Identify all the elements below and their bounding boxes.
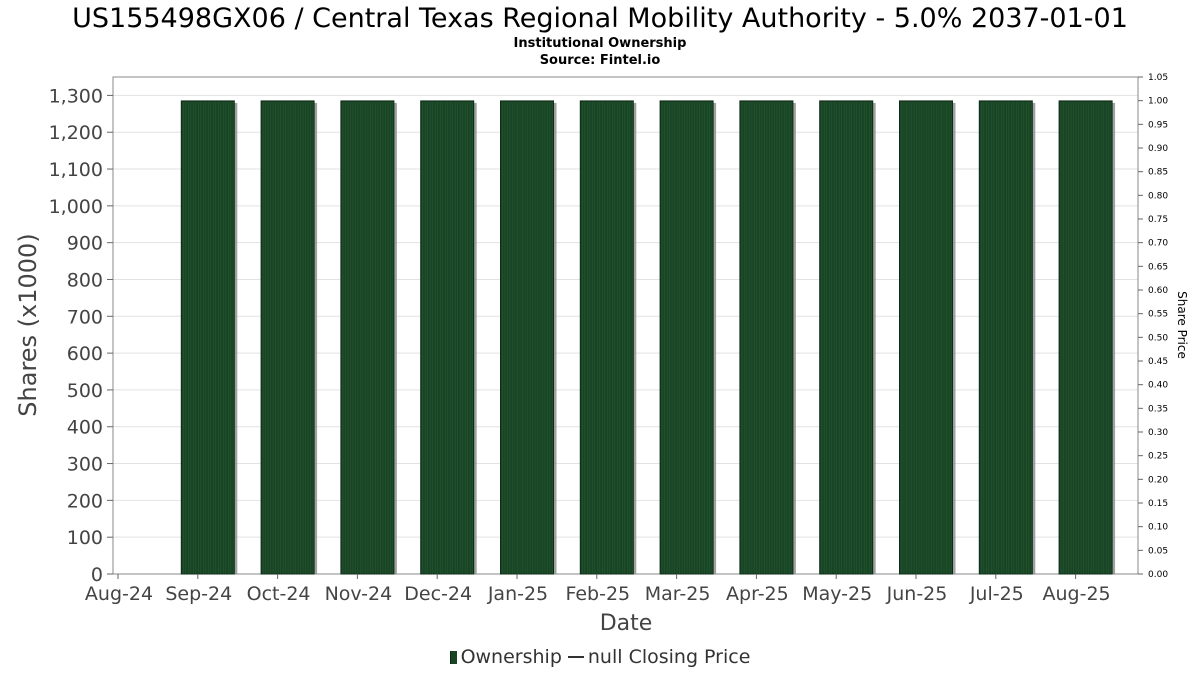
ownership-bar <box>420 100 475 575</box>
ownership-bar <box>340 100 395 575</box>
y2-tick-label: 0.45 <box>1148 357 1168 367</box>
y-tick-label: 300 <box>67 454 103 476</box>
y2-tick-label: 0.20 <box>1148 475 1168 485</box>
y2-tick-label: 0.80 <box>1148 191 1168 201</box>
y-tick-label: 800 <box>67 269 103 291</box>
y2-tick-label: 0.85 <box>1148 168 1168 178</box>
y-tick-label: 0 <box>91 564 103 586</box>
legend: Ownership null Closing Price <box>0 646 1200 668</box>
x-tick-label: Jun-25 <box>886 583 948 605</box>
y2-tick-label: 0.05 <box>1148 546 1168 556</box>
closing-price-legend-swatch <box>567 656 584 658</box>
y2-tick-label: 0.90 <box>1148 144 1168 154</box>
y-tick-label: 1,300 <box>49 85 103 107</box>
x-tick-label: Jan-25 <box>487 583 548 605</box>
y-tick-label: 500 <box>67 380 103 402</box>
y-tick-label: 200 <box>67 490 103 512</box>
y2-tick-label: 0.75 <box>1148 215 1168 225</box>
y-tick-label: 400 <box>67 417 103 439</box>
x-tick-label: Aug-25 <box>1043 583 1111 605</box>
ownership-bar <box>579 100 634 575</box>
y2-tick-label: 0.15 <box>1148 499 1168 509</box>
legend-ownership-label: Ownership <box>460 646 562 668</box>
ownership-bar <box>1058 100 1113 575</box>
y-tick-label: 1,100 <box>49 159 103 181</box>
y2-tick-label: 1.05 <box>1148 73 1168 83</box>
y-tick-label: 1,200 <box>49 122 103 144</box>
x-tick-label: Nov-24 <box>325 583 393 605</box>
x-tick-label: Feb-25 <box>565 583 630 605</box>
ownership-bar <box>500 100 554 575</box>
x-tick-label: Jul-25 <box>969 583 1024 605</box>
ownership-bar <box>739 100 794 575</box>
y-tick-label: 900 <box>67 233 103 255</box>
y2-axis-ticks: 0.00 0.05 0.10 0.15 0.20 0.25 0.30 0.35 0.40 0.45… <box>1138 73 1168 580</box>
y2-tick-label: 0.55 <box>1148 310 1168 320</box>
y-tick-label: 100 <box>67 527 103 549</box>
y-tick-label: 700 <box>67 306 103 328</box>
y-tick-label: 600 <box>67 343 103 365</box>
x-axis-label: Date <box>600 611 653 636</box>
y2-tick-label: 0.40 <box>1148 381 1168 391</box>
x-tick-label: May-25 <box>802 583 872 605</box>
y2-axis-label: Share Price <box>1175 291 1189 359</box>
x-tick-label: Mar-25 <box>645 583 711 605</box>
ownership-bar <box>978 100 1033 575</box>
y2-tick-label: 0.70 <box>1148 239 1168 249</box>
chart-title: US155498GX06 / Central Texas Regional Mo… <box>72 3 1128 34</box>
y2-tick-label: 0.25 <box>1148 452 1168 462</box>
ownership-bar <box>180 100 235 575</box>
y-axis-ticks: 0 100 200 300 400 500 600 700 800 900 1,000 1,100 1,… <box>49 85 113 586</box>
chart-subtitle: Institutional Ownership <box>514 36 687 51</box>
bars <box>180 100 1116 575</box>
ownership-bar <box>260 100 315 575</box>
y2-tick-label: 0.30 <box>1148 428 1168 438</box>
y2-tick-label: 0.10 <box>1148 523 1168 533</box>
x-tick-label: Dec-24 <box>404 583 472 605</box>
chart-source: Source: Fintel.io <box>540 53 661 68</box>
y-axis-label: Shares (x1000) <box>14 233 42 416</box>
y2-tick-label: 1.00 <box>1148 97 1168 107</box>
ownership-bar <box>659 100 714 575</box>
y2-tick-label: 0.35 <box>1148 404 1168 414</box>
y2-tick-label: 0.50 <box>1148 333 1168 343</box>
ownership-bar <box>819 100 874 575</box>
x-tick-label: Aug-24 <box>85 583 153 605</box>
x-axis-ticks: Aug-24 Sep-24 Oct-24 Nov-24 Dec-24 Jan-25 Feb-… <box>85 574 1111 605</box>
y-tick-label: 1,000 <box>49 196 103 218</box>
ownership-bar <box>899 100 953 575</box>
ownership-legend-swatch <box>449 651 457 664</box>
y2-tick-label: 0.95 <box>1148 120 1168 130</box>
x-tick-label: Sep-24 <box>165 583 232 605</box>
x-tick-label: Apr-25 <box>726 583 789 605</box>
y2-tick-label: 0.00 <box>1148 570 1168 580</box>
y2-tick-label: 0.65 <box>1148 262 1168 272</box>
y2-tick-label: 0.60 <box>1148 286 1168 296</box>
x-tick-label: Oct-24 <box>247 583 311 605</box>
legend-closing-price-label: null Closing Price <box>587 646 751 668</box>
